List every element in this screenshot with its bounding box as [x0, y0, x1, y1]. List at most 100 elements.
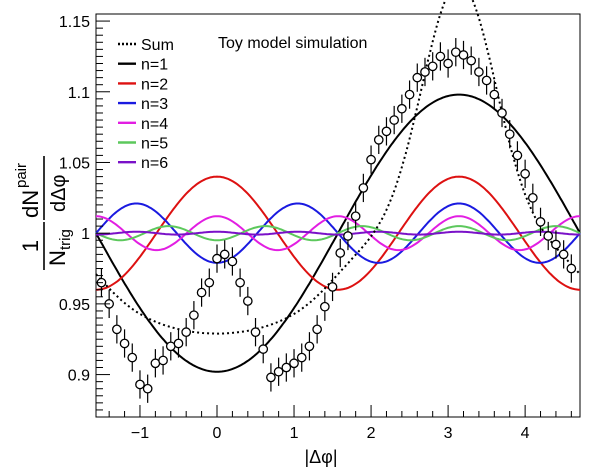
data-point [296, 343, 307, 372]
data-point [289, 349, 299, 378]
y-tick-label: 0.9 [68, 368, 90, 385]
data-point [558, 240, 569, 269]
series-line-n4 [95, 215, 581, 252]
data-point [235, 268, 245, 297]
data-point [173, 329, 184, 358]
x-ticks: −1 0 1 2 3 4 [108, 405, 572, 442]
y-tick-label: 1.1 [68, 85, 90, 102]
data-marker [242, 296, 253, 306]
data-marker [258, 344, 269, 354]
data-marker [327, 282, 338, 292]
data-point [466, 46, 477, 75]
data-marker [235, 277, 245, 288]
data-point [350, 202, 361, 231]
data-marker [142, 383, 153, 394]
data-marker [427, 61, 438, 72]
data-marker [266, 372, 276, 383]
data-point [404, 80, 415, 109]
data-marker [458, 50, 469, 60]
data-point [566, 254, 577, 283]
legend-entry: n=5 [118, 136, 168, 153]
data-points-layer [96, 38, 577, 403]
data-marker [527, 192, 538, 203]
x-tick-label: 1 [290, 425, 299, 442]
data-point [266, 363, 276, 392]
data-point [189, 301, 199, 330]
data-point [281, 353, 292, 382]
data-marker [358, 183, 369, 193]
legend-label: n=2 [141, 76, 168, 93]
data-marker [112, 324, 122, 335]
data-marker [366, 154, 376, 165]
legend-entry: Sum [118, 37, 174, 54]
legend-label: n=1 [141, 57, 168, 74]
chart-title: Toy model simulation [218, 35, 367, 52]
data-marker [389, 115, 400, 125]
data-marker [312, 324, 322, 335]
data-point [343, 221, 353, 251]
data-point [527, 183, 538, 212]
data-point [327, 272, 338, 302]
series-line-n5 [95, 225, 581, 242]
data-point [458, 40, 469, 70]
data-marker [273, 366, 284, 377]
legend-entry: n=4 [118, 116, 168, 133]
data-point [504, 120, 515, 149]
data-point [489, 80, 500, 109]
y-tick-label: 1.15 [59, 14, 90, 31]
y-ticks: 0.9 0.95 1 1.05 1.1 1.15 [59, 13, 110, 411]
legend-entry: n=3 [118, 96, 168, 113]
legend-label: n=3 [141, 96, 168, 113]
y-axis-label: 1 N trig dN pair dΔφ [13, 156, 74, 270]
data-marker [412, 72, 423, 83]
data-marker [420, 67, 430, 77]
data-marker [158, 355, 168, 366]
y-tick-label: 0.95 [59, 297, 90, 314]
data-point [450, 38, 461, 67]
legend-label: n=6 [141, 155, 168, 172]
data-marker [343, 231, 353, 241]
data-marker [435, 51, 446, 62]
data-point [381, 117, 392, 146]
data-marker [481, 75, 492, 86]
x-axis-label: |Δφ| [304, 447, 337, 467]
plot-frame [95, 13, 581, 418]
legend-entry: n=6 [118, 155, 168, 172]
data-marker [373, 134, 384, 145]
data-point [204, 268, 215, 297]
data-point [373, 125, 384, 154]
data-marker [250, 327, 261, 338]
data-point [219, 240, 230, 269]
data-point [358, 173, 369, 203]
x-tick-label: 4 [521, 425, 530, 442]
data-marker [181, 327, 192, 338]
legend: Sum n=1 n=2 n=3 n=4 n=5 n=6 [118, 37, 174, 172]
data-marker [466, 55, 477, 66]
data-marker [543, 231, 554, 241]
data-marker [404, 89, 415, 100]
y-tick-label: 1.05 [59, 155, 90, 172]
data-point [319, 292, 330, 321]
data-marker [173, 338, 184, 349]
data-marker [227, 256, 238, 267]
data-marker [127, 352, 138, 363]
data-marker [212, 253, 222, 264]
data-point [443, 49, 453, 78]
data-point [142, 374, 153, 403]
data-point [474, 57, 484, 87]
y-label-prefactor-denominator-sub: trig [57, 229, 74, 250]
data-point [212, 244, 222, 273]
data-marker [512, 150, 523, 161]
legend-entry: n=2 [118, 76, 168, 93]
data-point [420, 57, 430, 87]
x-tick-label: 3 [444, 425, 453, 442]
x-tick-label: −1 [131, 425, 149, 442]
legend-label: Sum [141, 37, 174, 54]
data-point [335, 238, 346, 268]
x-tick-label: 0 [213, 425, 222, 442]
data-point [158, 346, 168, 375]
data-point [412, 63, 423, 92]
data-marker [497, 108, 507, 118]
data-marker [381, 126, 392, 137]
